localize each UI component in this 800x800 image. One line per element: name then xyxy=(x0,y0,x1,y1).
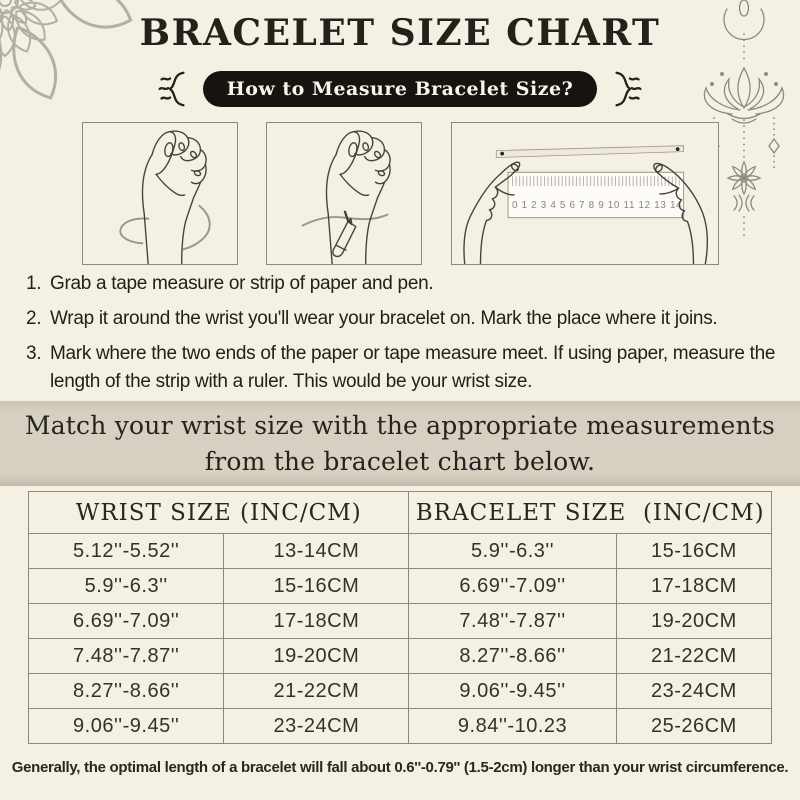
wrist-cm: 23-24CM xyxy=(223,708,410,744)
banner-line-2: from the bracelet chart below. xyxy=(204,446,596,476)
bracelet-cm: 17-18CM xyxy=(615,568,773,604)
bracelet-inches: 5.9''-6.3'' xyxy=(408,533,617,569)
bracelet-inches: 9.84''-10.23 xyxy=(408,708,617,744)
bracelet-size-header: BRACELET SIZE (INC/CM) xyxy=(408,491,772,534)
bracelet-cm: 15-16CM xyxy=(615,533,773,569)
wrist-cm: 19-20CM xyxy=(223,638,410,674)
subtitle-row: How to Measure Bracelet Size? xyxy=(0,68,800,110)
instructions-list: 1. Grab a tape measure or strip of paper… xyxy=(26,270,778,403)
instruction-step-1: 1. Grab a tape measure or strip of paper… xyxy=(26,270,778,298)
wrist-cm: 13-14CM xyxy=(223,533,410,569)
bracelet-inches: 7.48''-7.87'' xyxy=(408,603,617,639)
bracelet-inches: 8.27''-8.66'' xyxy=(408,638,617,674)
banner-line-1: Match your wrist size with the appropria… xyxy=(24,410,776,440)
bracelet-cm: 25-26CM xyxy=(615,708,773,744)
flourish-right-icon xyxy=(615,71,642,107)
table-row: 6.69''-7.09'' 17-18CM 7.48''-7.87'' 19-2… xyxy=(27,603,773,639)
wrist-size-header: WRIST SIZE (INC/CM) xyxy=(27,491,410,534)
page-title: BRACELET SIZE CHART xyxy=(139,12,661,54)
step-number: 1. xyxy=(26,273,42,294)
illustration-wrap-tape xyxy=(82,122,238,265)
how-to-measure-heading: How to Measure Bracelet Size? xyxy=(202,71,598,107)
table-header-row: WRIST SIZE (INC/CM) BRACELET SIZE (INC/C… xyxy=(27,491,772,534)
step-text: Grab a tape measure or strip of paper an… xyxy=(50,273,434,294)
illustration-ruler-measure: 0 1 2 3 4 5 6 7 8 9 10 11 12 13 14 xyxy=(451,122,719,265)
size-conversion-table: WRIST SIZE (INC/CM) BRACELET SIZE (INC/C… xyxy=(27,491,773,744)
step-text: Mark where the two ends of the paper or … xyxy=(50,343,776,393)
bracelet-cm: 21-22CM xyxy=(615,638,773,674)
footnote: Generally, the optimal length of a brace… xyxy=(11,759,789,776)
step-text: Wrap it around the wrist you'll wear you… xyxy=(50,308,718,330)
table-row: 8.27''-8.66'' 21-22CM 9.06''-9.45'' 23-2… xyxy=(27,673,773,709)
step-number: 2. xyxy=(26,308,42,330)
match-size-banner: Match your wrist size with the appropria… xyxy=(0,401,800,486)
illustration-mark-pen xyxy=(266,122,422,265)
wrist-inches: 9.06''-9.45'' xyxy=(27,708,225,744)
bracelet-cm: 19-20CM xyxy=(615,603,773,639)
wrist-inches: 6.69''-7.09'' xyxy=(27,603,225,639)
wrist-inches: 7.48''-7.87'' xyxy=(27,638,225,674)
wrist-cm: 17-18CM xyxy=(223,603,410,639)
wrist-cm: 21-22CM xyxy=(223,673,410,709)
table-row: 9.06''-9.45'' 23-24CM 9.84''-10.23 25-26… xyxy=(27,708,773,744)
table-row: 5.12''-5.52'' 13-14CM 5.9''-6.3'' 15-16C… xyxy=(27,533,773,569)
wrist-inches: 8.27''-8.66'' xyxy=(27,673,225,709)
step-number: 3. xyxy=(26,343,42,365)
wrist-inches: 5.9''-6.3'' xyxy=(27,568,225,604)
ruler-numbers: 0 1 2 3 4 5 6 7 8 9 10 11 12 13 14 xyxy=(512,200,682,211)
flourish-left-icon xyxy=(158,71,185,107)
instruction-step-2: 2. Wrap it around the wrist you'll wear … xyxy=(26,305,778,333)
bracelet-cm: 23-24CM xyxy=(615,673,773,709)
table-row: 7.48''-7.87'' 19-20CM 8.27''-8.66'' 21-2… xyxy=(27,638,773,674)
table-row: 5.9''-6.3'' 15-16CM 6.69''-7.09'' 17-18C… xyxy=(27,568,773,604)
wrist-inches: 5.12''-5.52'' xyxy=(27,533,225,569)
bracelet-inches: 6.69''-7.09'' xyxy=(408,568,617,604)
bracelet-inches: 9.06''-9.45'' xyxy=(408,673,617,709)
wrist-cm: 15-16CM xyxy=(223,568,410,604)
instruction-step-3: 3. Mark where the two ends of the paper … xyxy=(26,340,778,396)
